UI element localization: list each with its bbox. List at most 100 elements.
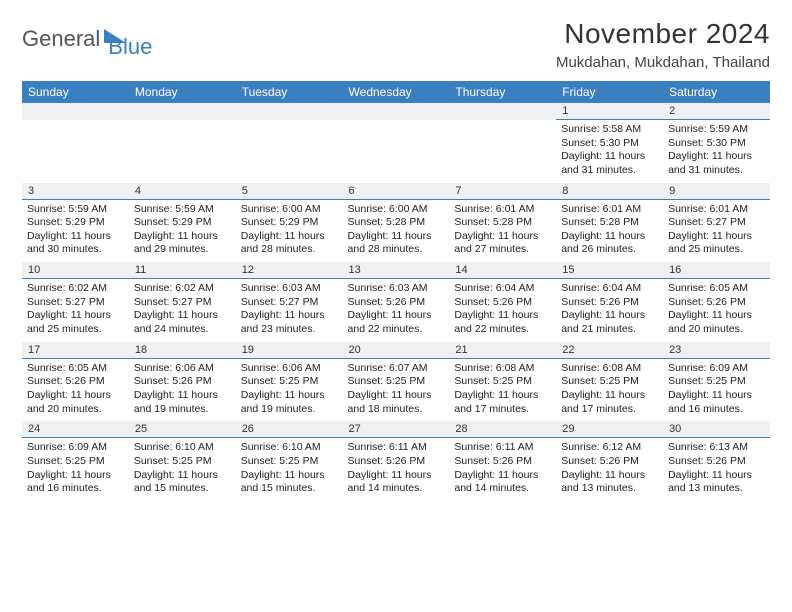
day-cell: Sunrise: 5:59 AMSunset: 5:29 PMDaylight:… — [129, 199, 236, 262]
day-cell: Sunrise: 6:03 AMSunset: 5:26 PMDaylight:… — [343, 279, 450, 342]
month-title: November 2024 — [556, 18, 770, 50]
sunrise-text: Sunrise: 6:12 AM — [561, 441, 658, 455]
sunrise-text: Sunrise: 5:59 AM — [134, 203, 231, 217]
day-cell: Sunrise: 6:00 AMSunset: 5:28 PMDaylight:… — [343, 199, 450, 262]
day-cell: Sunrise: 6:08 AMSunset: 5:25 PMDaylight:… — [556, 358, 663, 421]
daylight-text: Daylight: 11 hours and 17 minutes. — [454, 389, 551, 416]
daylight-text: Daylight: 11 hours and 21 minutes. — [561, 309, 658, 336]
sunrise-text: Sunrise: 6:05 AM — [27, 362, 124, 376]
day-cell: Sunrise: 6:10 AMSunset: 5:25 PMDaylight:… — [236, 438, 343, 501]
day-cell: Sunrise: 6:02 AMSunset: 5:27 PMDaylight:… — [129, 279, 236, 342]
day-number-cell: 27 — [343, 421, 450, 438]
sunrise-text: Sunrise: 6:10 AM — [241, 441, 338, 455]
day-cell: Sunrise: 6:08 AMSunset: 5:25 PMDaylight:… — [449, 358, 556, 421]
sunrise-text: Sunrise: 6:08 AM — [454, 362, 551, 376]
daylight-text: Daylight: 11 hours and 28 minutes. — [348, 230, 445, 257]
daylight-text: Daylight: 11 hours and 29 minutes. — [134, 230, 231, 257]
daynum-row: 12 — [22, 103, 770, 120]
daylight-text: Daylight: 11 hours and 20 minutes. — [27, 389, 124, 416]
location-text: Mukdahan, Mukdahan, Thailand — [556, 54, 770, 71]
sunrise-text: Sunrise: 6:03 AM — [348, 282, 445, 296]
week-row: Sunrise: 6:02 AMSunset: 5:27 PMDaylight:… — [22, 279, 770, 342]
dow-tuesday: Tuesday — [236, 81, 343, 103]
day-cell: Sunrise: 6:04 AMSunset: 5:26 PMDaylight:… — [449, 279, 556, 342]
day-number-cell: 1 — [556, 103, 663, 120]
day-number-cell: 13 — [343, 262, 450, 279]
day-number-cell: 29 — [556, 421, 663, 438]
day-cell: Sunrise: 6:01 AMSunset: 5:27 PMDaylight:… — [663, 199, 770, 262]
day-number-cell: 22 — [556, 342, 663, 359]
day-number-cell: 3 — [22, 183, 129, 200]
sunset-text: Sunset: 5:29 PM — [27, 216, 124, 230]
sunset-text: Sunset: 5:30 PM — [668, 137, 765, 151]
day-number-cell: 2 — [663, 103, 770, 120]
day-number-cell — [236, 103, 343, 120]
sunset-text: Sunset: 5:26 PM — [134, 375, 231, 389]
sunrise-text: Sunrise: 6:02 AM — [27, 282, 124, 296]
day-number-cell — [343, 103, 450, 120]
day-number-cell: 19 — [236, 342, 343, 359]
sunrise-text: Sunrise: 6:03 AM — [241, 282, 338, 296]
sunrise-text: Sunrise: 6:11 AM — [348, 441, 445, 455]
day-cell: Sunrise: 6:06 AMSunset: 5:25 PMDaylight:… — [236, 358, 343, 421]
sunrise-text: Sunrise: 6:01 AM — [561, 203, 658, 217]
day-number-cell: 25 — [129, 421, 236, 438]
daylight-text: Daylight: 11 hours and 14 minutes. — [348, 469, 445, 496]
daylight-text: Daylight: 11 hours and 16 minutes. — [668, 389, 765, 416]
sunrise-text: Sunrise: 6:00 AM — [348, 203, 445, 217]
sunrise-text: Sunrise: 5:58 AM — [561, 123, 658, 137]
sunset-text: Sunset: 5:26 PM — [454, 296, 551, 310]
day-number-cell: 12 — [236, 262, 343, 279]
sunset-text: Sunset: 5:29 PM — [241, 216, 338, 230]
day-number-cell: 20 — [343, 342, 450, 359]
sunrise-text: Sunrise: 6:10 AM — [134, 441, 231, 455]
day-cell: Sunrise: 5:58 AMSunset: 5:30 PMDaylight:… — [556, 120, 663, 183]
sunset-text: Sunset: 5:25 PM — [561, 375, 658, 389]
sunset-text: Sunset: 5:26 PM — [348, 296, 445, 310]
day-cell: Sunrise: 6:11 AMSunset: 5:26 PMDaylight:… — [343, 438, 450, 501]
sunset-text: Sunset: 5:26 PM — [561, 455, 658, 469]
dow-thursday: Thursday — [449, 81, 556, 103]
day-cell: Sunrise: 6:02 AMSunset: 5:27 PMDaylight:… — [22, 279, 129, 342]
header: General Blue November 2024 Mukdahan, Muk… — [22, 18, 770, 71]
sunrise-text: Sunrise: 6:06 AM — [134, 362, 231, 376]
sunset-text: Sunset: 5:26 PM — [668, 296, 765, 310]
day-cell: Sunrise: 6:01 AMSunset: 5:28 PMDaylight:… — [556, 199, 663, 262]
sunrise-text: Sunrise: 6:06 AM — [241, 362, 338, 376]
dow-saturday: Saturday — [663, 81, 770, 103]
sunrise-text: Sunrise: 6:08 AM — [561, 362, 658, 376]
daynum-row: 24252627282930 — [22, 421, 770, 438]
dow-wednesday: Wednesday — [343, 81, 450, 103]
day-cell — [129, 120, 236, 183]
daylight-text: Daylight: 11 hours and 31 minutes. — [668, 150, 765, 177]
sunset-text: Sunset: 5:30 PM — [561, 137, 658, 151]
day-number-cell: 7 — [449, 183, 556, 200]
day-number-cell: 4 — [129, 183, 236, 200]
logo: General Blue — [22, 18, 152, 60]
daynum-row: 17181920212223 — [22, 342, 770, 359]
daylight-text: Daylight: 11 hours and 26 minutes. — [561, 230, 658, 257]
sunset-text: Sunset: 5:27 PM — [668, 216, 765, 230]
daylight-text: Daylight: 11 hours and 22 minutes. — [348, 309, 445, 336]
daylight-text: Daylight: 11 hours and 17 minutes. — [561, 389, 658, 416]
title-block: November 2024 Mukdahan, Mukdahan, Thaila… — [556, 18, 770, 71]
sunrise-text: Sunrise: 6:04 AM — [561, 282, 658, 296]
day-number-cell: 26 — [236, 421, 343, 438]
sunset-text: Sunset: 5:28 PM — [454, 216, 551, 230]
sunset-text: Sunset: 5:28 PM — [348, 216, 445, 230]
day-number-cell: 28 — [449, 421, 556, 438]
sunset-text: Sunset: 5:25 PM — [454, 375, 551, 389]
day-cell: Sunrise: 6:05 AMSunset: 5:26 PMDaylight:… — [663, 279, 770, 342]
day-cell: Sunrise: 5:59 AMSunset: 5:29 PMDaylight:… — [22, 199, 129, 262]
day-number-cell: 6 — [343, 183, 450, 200]
sunset-text: Sunset: 5:25 PM — [668, 375, 765, 389]
sunrise-text: Sunrise: 6:13 AM — [668, 441, 765, 455]
sunrise-text: Sunrise: 6:01 AM — [454, 203, 551, 217]
day-number-cell: 30 — [663, 421, 770, 438]
day-cell: Sunrise: 6:00 AMSunset: 5:29 PMDaylight:… — [236, 199, 343, 262]
daylight-text: Daylight: 11 hours and 30 minutes. — [27, 230, 124, 257]
day-cell: Sunrise: 5:59 AMSunset: 5:30 PMDaylight:… — [663, 120, 770, 183]
day-number-cell: 17 — [22, 342, 129, 359]
sunset-text: Sunset: 5:26 PM — [454, 455, 551, 469]
daynum-row: 3456789 — [22, 183, 770, 200]
